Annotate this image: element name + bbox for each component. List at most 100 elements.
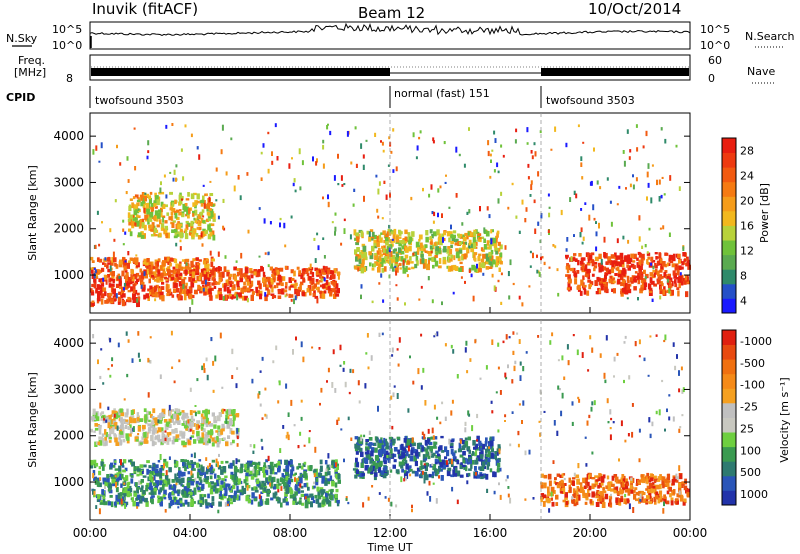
sparse-echo-cell — [137, 433, 140, 436]
range-gate-cell — [212, 234, 216, 241]
range-gate-cell — [111, 428, 115, 435]
sparse-echo-cell — [377, 215, 380, 219]
range-gate-cell — [137, 232, 142, 237]
range-gate-cell — [324, 479, 328, 486]
sparse-echo-cell — [518, 403, 521, 406]
sparse-echo-cell — [394, 265, 397, 268]
range-gate-cell — [233, 266, 237, 271]
range-gate-cell — [425, 451, 430, 457]
sparse-echo-cell — [123, 282, 126, 287]
sparse-echo-cell — [524, 498, 527, 501]
range-gate-cell — [301, 291, 305, 297]
range-gate-cell — [120, 483, 123, 488]
sparse-echo-cell — [593, 400, 596, 406]
sparse-echo-cell — [647, 262, 650, 265]
range-gate-cell — [149, 423, 153, 428]
sparse-echo-cell — [433, 211, 436, 217]
sparse-echo-cell — [586, 420, 589, 426]
range-gate-cell — [449, 258, 453, 262]
sparse-echo-cell — [271, 295, 274, 299]
range-gate-cell — [385, 237, 389, 244]
sparse-echo-cell — [537, 221, 540, 226]
range-gate-cell — [108, 278, 112, 283]
range-gate-cell — [110, 414, 115, 417]
range-gate-cell — [374, 468, 377, 473]
range-gate-cell — [164, 225, 168, 230]
range-gate-cell — [331, 275, 335, 279]
range-gate-cell — [161, 484, 165, 491]
range-gate-cell — [272, 492, 277, 499]
sparse-echo-cell — [215, 458, 218, 463]
range-gate-cell — [196, 462, 199, 468]
range-gate-cell — [210, 481, 214, 485]
range-gate-cell — [292, 500, 295, 505]
range-gate-cell — [273, 472, 278, 475]
range-gate-cell — [224, 475, 228, 478]
sparse-echo-cell — [417, 368, 420, 375]
sparse-echo-cell — [514, 360, 517, 365]
range-gate-cell — [456, 250, 460, 254]
sparse-echo-cell — [367, 446, 370, 451]
sparse-echo-cell — [534, 151, 537, 157]
range-gate-cell — [617, 273, 622, 278]
range-gate-cell — [466, 235, 469, 240]
range-gate-cell — [183, 442, 187, 445]
sparse-echo-cell — [428, 259, 430, 265]
range-gate-cell — [610, 254, 615, 259]
sparse-echo-cell — [103, 414, 106, 419]
range-gate-cell — [187, 214, 190, 219]
sparse-echo-cell — [655, 410, 658, 415]
range-gate-cell — [277, 460, 281, 467]
range-gate-cell — [173, 229, 178, 233]
sparse-echo-cell — [349, 234, 352, 240]
range-gate-cell — [151, 499, 154, 505]
sparse-echo-cell — [519, 361, 522, 366]
range-gate-cell — [140, 272, 144, 279]
range-gate-cell — [329, 494, 334, 501]
range-gate-cell — [145, 203, 150, 209]
range-gate-cell — [271, 470, 275, 475]
sparse-echo-cell — [123, 482, 126, 485]
range-gate-cell — [179, 232, 183, 239]
sparse-echo-cell — [134, 194, 137, 198]
range-gate-cell — [181, 490, 184, 495]
range-gate-cell — [456, 470, 461, 477]
sparse-echo-cell — [153, 474, 156, 481]
range-gate-cell — [472, 237, 476, 241]
range-gate-cell — [270, 477, 274, 484]
sparse-echo-cell — [628, 156, 631, 160]
range-gate-cell — [248, 499, 252, 504]
range-gate-cell — [202, 234, 205, 237]
sparse-echo-cell — [295, 336, 297, 341]
range-gate-cell — [375, 436, 379, 443]
range-gate-cell — [206, 259, 209, 264]
range-gate-cell — [168, 410, 171, 417]
range-gate-cell — [285, 498, 288, 502]
range-gate-cell — [433, 446, 437, 449]
range-gate-cell — [267, 289, 271, 296]
range-gate-cell — [130, 286, 134, 291]
range-gate-cell — [383, 460, 387, 465]
range-gate-cell — [207, 224, 211, 231]
sparse-echo-cell — [111, 364, 113, 367]
range-gate-cell — [569, 286, 572, 291]
range-gate-cell — [416, 467, 421, 472]
sparse-echo-cell — [537, 171, 540, 177]
sparse-echo-cell — [343, 228, 346, 234]
sparse-echo-cell — [235, 458, 238, 465]
sparse-echo-cell — [381, 332, 384, 336]
range-gate-cell — [301, 465, 304, 470]
sparse-echo-cell — [127, 251, 130, 256]
range-gate-cell — [279, 289, 283, 295]
range-gate-cell — [239, 490, 244, 496]
range-gate-cell — [143, 432, 147, 438]
range-gate-cell — [121, 300, 126, 307]
range-gate-cell — [547, 498, 551, 504]
range-gate-cell — [620, 255, 624, 259]
colorbar-swatch — [722, 359, 736, 375]
sparse-echo-cell — [360, 294, 362, 300]
range-gate-cell — [202, 410, 206, 414]
sparse-echo-cell — [182, 176, 185, 181]
sparse-echo-cell — [313, 237, 316, 241]
sparse-echo-cell — [198, 425, 201, 429]
